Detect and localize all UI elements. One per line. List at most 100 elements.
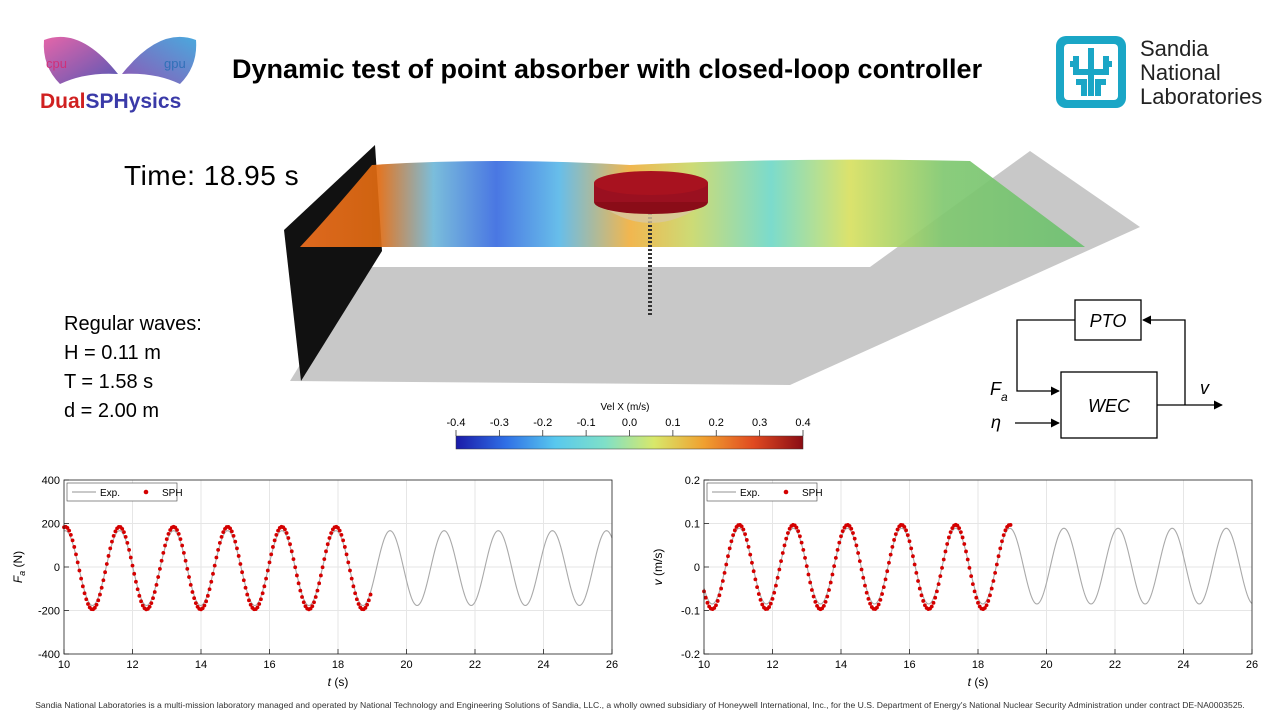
data-point — [231, 533, 236, 538]
data-point — [943, 549, 948, 554]
data-point — [135, 587, 140, 592]
data-point — [96, 598, 101, 603]
data-point — [890, 544, 895, 549]
data-point — [726, 554, 730, 559]
y-tick-label: 200 — [42, 519, 60, 531]
data-point — [291, 557, 296, 562]
data-point — [744, 538, 749, 542]
data-point — [293, 565, 298, 570]
data-point — [336, 526, 340, 530]
legend-label: Exp. — [100, 488, 120, 499]
data-point — [236, 554, 241, 558]
x-tick-label: 24 — [1177, 659, 1189, 671]
data-point — [366, 598, 371, 603]
data-point — [200, 606, 205, 611]
data-point — [857, 559, 862, 564]
data-point — [720, 579, 725, 583]
data-point — [288, 542, 292, 547]
y-tick-label: -0.2 — [681, 649, 700, 661]
data-point — [183, 558, 188, 563]
data-point — [782, 543, 787, 548]
data-point — [99, 585, 104, 590]
data-point — [132, 571, 137, 576]
x-tick-label: 14 — [835, 659, 847, 671]
data-point — [823, 600, 828, 604]
data-point — [772, 590, 777, 595]
data-point — [994, 562, 999, 567]
x-tick-label: 12 — [126, 659, 138, 671]
data-point — [339, 532, 344, 537]
data-point — [864, 590, 869, 595]
data-point — [832, 564, 837, 569]
data-point — [887, 560, 891, 565]
data-point — [940, 565, 944, 570]
logo-name-dual: Dual — [40, 90, 86, 113]
sandia-logo: Sandia National Laboratories — [1056, 36, 1262, 109]
data-point — [68, 532, 73, 537]
data-point — [181, 550, 186, 555]
legend-label: SPH — [802, 488, 823, 499]
x-tick-label: 20 — [1040, 659, 1052, 671]
data-point — [1000, 539, 1004, 544]
colorbar-tick-label: -0.2 — [533, 417, 552, 429]
data-point — [933, 595, 938, 600]
data-point — [110, 539, 114, 544]
data-point — [79, 576, 84, 581]
data-point — [861, 575, 866, 580]
input-eta-label: η — [991, 412, 1001, 432]
series-points-sph — [62, 524, 373, 612]
data-point — [84, 597, 89, 602]
simulation-scene — [284, 145, 1140, 385]
data-point — [758, 598, 763, 602]
data-point — [806, 572, 811, 577]
x-tick-label: 26 — [606, 659, 618, 671]
data-point — [767, 605, 771, 609]
data-point — [349, 576, 354, 581]
wave-parameters: Regular waves: H = 0.11 m T = 1.58 s d =… — [64, 310, 202, 426]
data-point — [123, 535, 128, 539]
data-point — [127, 547, 131, 552]
colorbar-tick-label: -0.4 — [447, 417, 466, 429]
data-point — [986, 599, 991, 603]
data-point — [751, 569, 756, 574]
data-point — [935, 589, 939, 594]
water-depth: d = 2.00 m — [64, 400, 160, 422]
data-point — [312, 600, 316, 605]
data-point — [248, 602, 253, 607]
data-point — [919, 593, 924, 598]
y-tick-label: 0.1 — [685, 519, 700, 531]
data-point — [883, 577, 888, 582]
data-point — [204, 599, 209, 604]
data-point — [202, 603, 207, 608]
data-point — [964, 549, 968, 554]
data-point — [962, 542, 967, 546]
data-point — [86, 602, 90, 606]
data-point — [739, 524, 744, 529]
input-fa-label: F — [990, 379, 1002, 399]
sandia-line2: National — [1140, 60, 1221, 85]
colorbar-tick-label: 0.3 — [752, 417, 767, 429]
data-point — [746, 544, 751, 549]
logo-name-sphysics: SPHysics — [86, 90, 182, 113]
data-point — [217, 540, 222, 545]
data-point — [780, 551, 785, 555]
data-point — [205, 593, 210, 598]
data-point — [970, 582, 975, 587]
data-point — [269, 552, 274, 557]
data-point — [348, 568, 352, 573]
feedback-arrow-fa — [1016, 319, 1075, 396]
x-axis-label: t (s) — [328, 675, 349, 689]
data-point — [748, 552, 753, 557]
colorbar-gradient — [455, 435, 804, 450]
legend-swatch — [783, 489, 789, 495]
velocity-chart: 10 12 14 16 18 20 22 24 26 0.2 0.1 0 -0.1 -0.2 t (s) v … — [651, 475, 1258, 689]
svg-text:DualSPHysics: DualSPHysics — [40, 90, 181, 113]
data-point — [264, 576, 268, 581]
data-point — [207, 587, 212, 592]
data-point — [854, 543, 859, 548]
data-point — [122, 530, 126, 535]
x-tick-label: 20 — [400, 659, 412, 671]
data-point — [892, 538, 896, 542]
data-point — [946, 535, 951, 540]
tank-floor — [290, 151, 1140, 385]
